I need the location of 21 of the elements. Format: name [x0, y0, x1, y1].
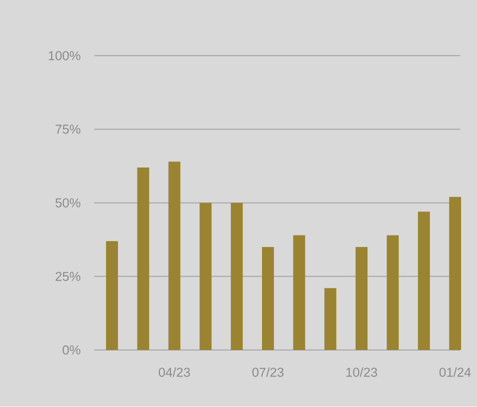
bar: [418, 212, 430, 350]
bar: [262, 247, 274, 350]
bar: [356, 247, 368, 350]
bar: [449, 197, 462, 350]
bar: [106, 241, 118, 350]
x-tick-label: 10/23: [346, 368, 378, 378]
bar: [200, 202, 212, 350]
bar: [293, 235, 306, 350]
y-tick-label: 50%: [56, 198, 80, 208]
bar: [230, 202, 243, 350]
x-tick-label: 04/23: [158, 368, 190, 378]
y-tick-label: 100%: [48, 51, 80, 60]
y-tick-label: 25%: [56, 272, 80, 282]
bar: [168, 162, 180, 350]
bar: [386, 235, 399, 350]
x-tick-label: 01/24: [440, 368, 471, 378]
y-tick-label: 0%: [62, 346, 80, 355]
x-tick-label: 07/23: [252, 368, 284, 378]
y-tick-label: 75%: [56, 124, 80, 134]
bar: [324, 288, 336, 350]
bar: [137, 168, 150, 350]
